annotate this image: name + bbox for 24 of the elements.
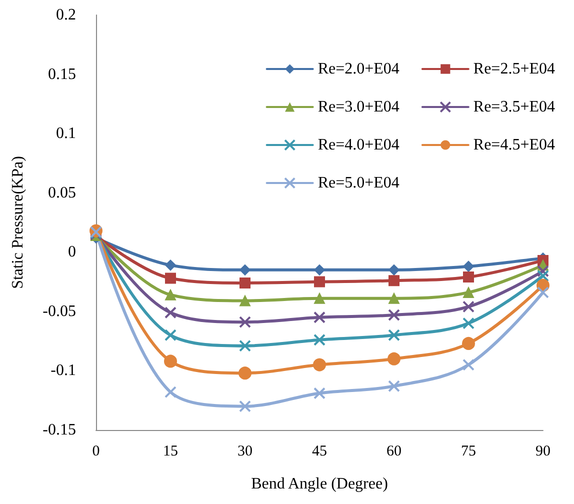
legend-label: Re=2.5+E04 — [473, 60, 555, 78]
x-tick-label: 45 — [312, 444, 327, 460]
x-tick-label: 75 — [461, 444, 476, 460]
x-tick-label: 60 — [386, 444, 402, 460]
legend-label: Re=3.5+E04 — [473, 98, 555, 116]
x-axis-title: Bend Angle (Degree) — [251, 476, 388, 492]
legend-label: Re=2.0+E04 — [318, 60, 400, 78]
y-tick-label: 0.05 — [48, 184, 76, 202]
legend-label: Re=3.0+E04 — [318, 98, 400, 116]
legend-label: Re=4.0+E04 — [318, 136, 400, 154]
y-tick-label: 0 — [68, 244, 76, 261]
legend-label: Re=4.5+E04 — [473, 136, 555, 154]
x-tick-label: 30 — [238, 444, 252, 460]
legend-label: Re=5.0+E04 — [318, 174, 400, 192]
y-axis-title: Static Pressure(KPa) — [10, 156, 26, 289]
x-tick-label: 15 — [163, 444, 178, 460]
y-tick-label: 0.15 — [48, 66, 76, 83]
y-tick-label: -0.1 — [50, 362, 76, 380]
y-tick-label: 0.2 — [56, 6, 76, 24]
y-tick-label: -0.15 — [42, 422, 76, 438]
y-tick-label: -0.05 — [42, 302, 76, 320]
x-tick-label: 90 — [536, 444, 550, 460]
x-tick-label: 0 — [92, 444, 100, 460]
y-tick-label: 0.1 — [56, 125, 76, 142]
